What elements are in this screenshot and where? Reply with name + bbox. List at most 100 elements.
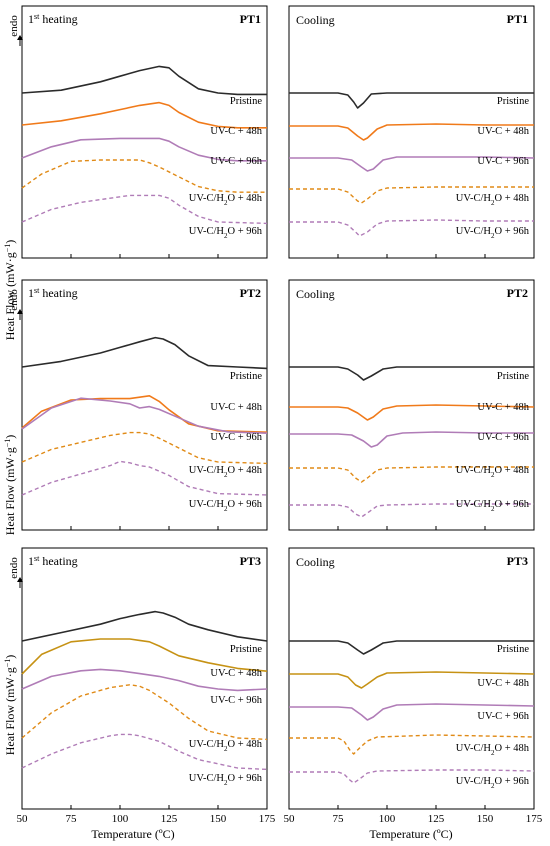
series-label-uvc: UV-C + 48h — [210, 668, 262, 679]
x-tick-label: 125 — [428, 813, 445, 825]
series-label-uvch2o48: UV-C/H2O + 48h — [456, 465, 530, 479]
series-line-uvch2o48 — [289, 734, 535, 755]
series-line-uvc96 — [289, 156, 535, 172]
panel-pt3-cooling: 50 75 100 125 150 175 PT3 Cooling Pristine UV-C +… — [284, 547, 543, 825]
x-axis-label-left: Temperature (ºC) — [91, 827, 174, 841]
panel-title: PT1 — [507, 12, 528, 26]
panel-title: PT3 — [507, 554, 528, 568]
svg-text:endo: endo — [8, 15, 20, 37]
x-tick-label: 75 — [333, 813, 345, 825]
series-label-uvc96: UV-C + 96h — [210, 695, 262, 706]
mode-title: Cooling — [296, 555, 335, 569]
panel-frame — [21, 547, 268, 810]
series-label-uvc: UV-C + 48h — [210, 126, 262, 137]
series-label-uvch2o96: UV-C/H2O + 96h — [456, 776, 530, 790]
series-line-uvch2o48 — [289, 466, 534, 483]
series-line-uvc96 — [289, 703, 535, 721]
series-label-uvch2o48: UV-C/H2O + 48h — [456, 743, 530, 757]
mode-title: 1st heating — [28, 554, 78, 569]
series-label-uvch2o48: UV-C/H2O + 48h — [189, 465, 263, 479]
y-axis-label: Heat Flow (mW·g−1) Heat Flow (mW·g−1) He… — [3, 240, 18, 756]
series-line-uvch2o96 — [289, 769, 535, 784]
series-label-uvch2o96: UV-C/H2O + 96h — [189, 226, 263, 240]
mode-title: Cooling — [296, 13, 335, 27]
series-label-uvc96: UV-C + 96h — [210, 156, 262, 167]
panel-frame — [21, 5, 268, 259]
panel-pt2-heating: PT2 1st heating endo Pristine UV-C + 48h UV-C… — [8, 279, 268, 531]
x-tick-label: 175 — [526, 813, 543, 825]
svg-text:endo: endo — [8, 557, 20, 579]
series-line-uvch2o96 — [21, 194, 268, 225]
series-label-uvc: UV-C + 48h — [477, 678, 529, 689]
series-label-uvch2o96: UV-C/H2O + 96h — [456, 226, 530, 240]
series-line-pristine — [289, 640, 534, 655]
series-label-uvc: UV-C + 48h — [477, 126, 529, 137]
panel-frame — [21, 279, 268, 531]
series-line-uvch2o48 — [289, 186, 534, 204]
mode-title: 1st heating — [28, 12, 78, 27]
series-line-uvch2o96 — [289, 219, 534, 237]
series-line-uvc — [289, 123, 534, 141]
panel-pt2-cooling: PT2 Cooling Pristine UV-C + 48h UV-C + 96h UV… — [288, 279, 535, 531]
panel-pt1-cooling: PT1 Cooling Pristine UV-C + 48h UV-C + 96h UV… — [288, 5, 535, 259]
series-label-pristine: Pristine — [230, 644, 262, 655]
svg-text:Heat Flow (mW·g−1): Heat Flow (mW·g−1) — [3, 240, 18, 341]
series-line-uvc96 — [21, 137, 267, 162]
panels: PT1 1st heating endo Pristine UV-C + 48h UV-C… — [8, 5, 543, 825]
series-label-uvch2o48: UV-C/H2O + 48h — [189, 739, 263, 753]
panel-title: PT2 — [507, 286, 528, 300]
series-label-uvch2o48: UV-C/H2O + 48h — [189, 193, 263, 207]
panel-frame — [288, 547, 535, 810]
series-line-uvc — [21, 638, 268, 675]
endo-indicator: endo — [8, 15, 23, 46]
x-tick-label: 100 — [379, 813, 396, 825]
panel-title: PT3 — [240, 554, 261, 568]
series-label-uvc: UV-C + 48h — [210, 402, 262, 413]
x-tick-label: 50 — [17, 813, 29, 825]
x-tick-label: 125 — [161, 813, 178, 825]
series-label-pristine: Pristine — [497, 371, 529, 382]
panel-frame — [288, 5, 535, 259]
series-line-uvch2o48 — [21, 159, 267, 193]
series-line-uvc96 — [21, 668, 268, 692]
series-label-uvc96: UV-C + 96h — [477, 711, 529, 722]
x-tick-label: 100 — [112, 813, 129, 825]
series-line-uvc — [289, 671, 535, 689]
svg-text:endo: endo — [8, 289, 20, 311]
series-label-uvc96: UV-C + 96h — [210, 432, 262, 443]
series-line-uvc — [289, 404, 535, 421]
series-line-pristine — [21, 610, 268, 642]
series-line-uvc96 — [21, 397, 268, 434]
mode-title: Cooling — [296, 287, 335, 301]
series-label-uvc: UV-C + 48h — [477, 402, 529, 413]
series-line-pristine — [21, 65, 267, 96]
mode-title: 1st heating — [28, 286, 78, 301]
series-label-uvch2o96: UV-C/H2O + 96h — [189, 499, 263, 513]
series-label-uvc96: UV-C + 96h — [477, 156, 529, 167]
series-line-uvch2o96 — [21, 733, 268, 771]
series-line-pristine — [289, 366, 534, 381]
svg-text:Heat Flow (mW·g−1): Heat Flow (mW·g−1) — [3, 655, 18, 756]
panel-frame — [288, 279, 535, 531]
series-line-uvch2o96 — [21, 460, 268, 496]
panel-pt1-heating: PT1 1st heating endo Pristine UV-C + 48h UV-C… — [8, 5, 268, 259]
series-label-pristine: Pristine — [230, 371, 262, 382]
series-line-uvch2o48 — [21, 431, 268, 465]
series-line-uvch2o48 — [21, 684, 268, 741]
series-label-pristine: Pristine — [230, 96, 262, 107]
x-tick-label: 150 — [477, 813, 494, 825]
x-tick-label: 175 — [259, 813, 276, 825]
series-label-uvc96: UV-C + 96h — [477, 432, 529, 443]
x-axis-label-right: Temperature (ºC) — [369, 827, 452, 841]
svg-text:Heat Flow (mW·g−1): Heat Flow (mW·g−1) — [3, 435, 18, 536]
endo-indicator: endo — [8, 557, 23, 588]
series-label-uvch2o96: UV-C/H2O + 96h — [456, 499, 530, 513]
series-line-pristine — [289, 92, 534, 109]
series-label-uvch2o48: UV-C/H2O + 48h — [456, 193, 530, 207]
panel-pt3-heating: 50 75 100 125 150 175 PT3 1st heating endo Pristi… — [8, 547, 276, 825]
endo-indicator: endo — [8, 289, 23, 320]
panel-title: PT1 — [240, 12, 261, 26]
panel-title: PT2 — [240, 286, 261, 300]
x-tick-label: 150 — [210, 813, 227, 825]
